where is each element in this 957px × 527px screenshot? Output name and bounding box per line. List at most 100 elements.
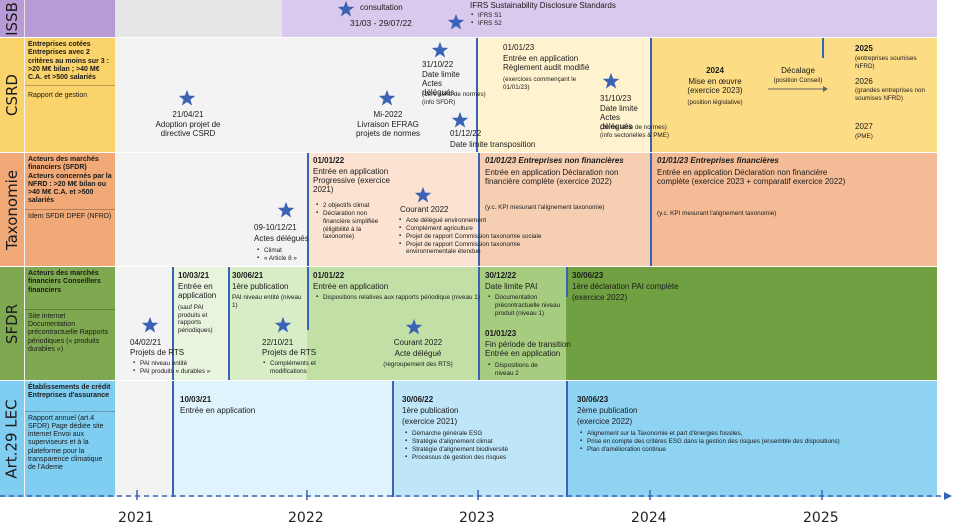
issb-consultation-label: consultation: [360, 3, 403, 12]
sfdr-pub1-date: 30/06/21: [232, 271, 264, 280]
list-item: Dispositions relatives aux rapports péri…: [315, 294, 480, 302]
list-item: Compléments et modifications: [262, 360, 322, 376]
timeline-marker: [307, 153, 309, 266]
axis-tick-label: 2025: [803, 510, 839, 526]
list-item: Stratégie d'alignement climat: [404, 438, 508, 446]
issb-standards-title: IFRS Sustainability Disclosure Standards: [470, 1, 616, 10]
taxo-period-2024: [650, 153, 937, 266]
axis-tick-label: 2024: [631, 510, 667, 526]
sfdr-app2-date: 01/01/22: [313, 271, 345, 280]
csrd-shift-note: (position Conseil): [773, 77, 823, 84]
lec-desc: Établissements de crédit Entreprises d'a…: [25, 381, 115, 497]
csrd-scope: Entreprises cotées Entreprises avec 2 cr…: [28, 41, 109, 81]
sfdr-act-title: Courant 2022: [393, 338, 443, 347]
taxo-report: Idem SFDR DPEF (NFRD): [28, 212, 112, 220]
lec-pub2-note: (exercice 2022): [577, 417, 633, 426]
axis-tick-label: 2023: [459, 510, 495, 526]
sfdr-pub1-text: 1ère publication: [232, 282, 289, 291]
csrd-deadline2-date: 31/10/23: [600, 94, 632, 103]
taxo-nonfin-text: Entrée en application Déclaration non fi…: [485, 168, 619, 187]
list-item: Déclaration non financière simplifiée (é…: [315, 210, 385, 241]
taxo-acts-date: 09-10/12/21: [254, 223, 297, 232]
timeline-marker: [566, 267, 568, 297]
csrd-label: CSRD: [0, 38, 24, 152]
lec-pub1-note: (exercice 2021): [402, 417, 458, 426]
csrd-report: Rapport de gestion: [28, 92, 88, 100]
star-icon: [414, 186, 432, 203]
issb-consultation-dates: 31/03 - 29/07/22: [350, 18, 412, 28]
taxo-scope: Acteurs des marchés financiers (SFDR) Ac…: [28, 156, 112, 205]
taxo-desc: Acteurs des marchés financiers (SFDR) Ac…: [25, 153, 115, 266]
csrd-app-note: (exercices commençant le 01/01/23): [503, 76, 577, 91]
issb-label: ISSB: [0, 0, 24, 37]
csrd-2026-note: (grandes entreprises non soumises NFRD): [855, 87, 926, 102]
csrd-period-2024: [650, 38, 937, 152]
csrd-deadline1-note: (1ère série de normes) (info SFDR): [422, 91, 486, 106]
csrd-2027-note: (PME): [855, 133, 873, 140]
csrd-2025-note: (entreprises soumises NFRD): [855, 55, 917, 70]
lec-report: Rapport annuel (art.4 SFDR) Page dédiée …: [28, 414, 104, 472]
timeline-marker: [478, 267, 480, 380]
timeline-marker: [172, 381, 174, 497]
sfdr-rts2-text: Projets de RTS: [262, 348, 317, 357]
sfdr-label: SFDR: [0, 267, 24, 380]
list-item: Climat: [256, 247, 297, 255]
star-icon: [602, 72, 620, 89]
taxo-label: Taxonomie: [0, 153, 24, 266]
sfdr-app1-note: (sauf PAI produits et rapports périodiqu…: [178, 304, 213, 334]
sfdr-act-text: Acte délégué: [394, 349, 442, 358]
csrd-deadline1-date: 31/10/22: [422, 60, 454, 69]
lec-pub1-text: 1ère publication: [402, 406, 459, 415]
timeline-marker: [228, 267, 230, 380]
lec-pub2-list: Alignement sur la Taxonomie et part d'én…: [579, 430, 840, 454]
timeline-marker: [650, 38, 652, 152]
taxo-fin-date: 01/01/23 Entreprises financières: [657, 156, 779, 165]
lec-app-text: Entrée en application: [180, 406, 256, 415]
star-icon: [451, 111, 469, 128]
taxo-acts-text: Actes délégués: [254, 234, 309, 243]
list-item: 2 objectifs climat: [315, 202, 385, 210]
list-item: PAI produits « durables »: [132, 368, 210, 376]
star-icon: [405, 318, 423, 335]
sfdr-pub1-note: PAI niveau entité (niveau 1): [232, 294, 302, 309]
time-axis: [0, 490, 952, 500]
csrd-app-date: 01/01/23: [503, 43, 535, 52]
timeline-marker: [307, 267, 309, 330]
timeline-marker: [172, 267, 174, 380]
issb-standards-list: IFRS S1 IFRS S2: [470, 12, 502, 28]
sfdr-pai-date: 30/12/22: [485, 271, 517, 280]
list-item: Stratégie d'alignement biodiversité: [404, 446, 508, 454]
taxo-prog-list: 2 objectifs climat Déclaration non finan…: [315, 202, 385, 241]
list-item: Dispositions de niveau 2: [487, 362, 557, 378]
sfdr-trans-date: 01/01/23: [485, 329, 517, 338]
timeline-marker: [478, 153, 480, 266]
timeline-marker: [650, 153, 652, 266]
csrd-2024-title: 2024: [706, 66, 724, 75]
sfdr-trans-text: Fin période de transition Entrée en appl…: [485, 340, 571, 359]
lec-scope: Établissements de crédit Entreprises d'a…: [28, 384, 111, 400]
taxo-nonfin-note: (y.c. KPI mesurant l'alignement taxonomi…: [485, 204, 605, 211]
sfdr-app1-date: 10/03/21: [178, 271, 210, 280]
sfdr-app1-text: Entrée en application: [178, 282, 217, 301]
csrd-period-2022: [476, 38, 650, 152]
taxo-fin-note: (y.c. KPI mesurant l'alignement taxonomi…: [657, 210, 777, 217]
list-item: Alignement sur la Taxonomie et part d'én…: [579, 430, 840, 438]
lec-label: Art.29 LEC: [0, 381, 24, 497]
lec-period-1: [172, 381, 392, 497]
issb-active-period: [282, 0, 937, 37]
star-icon: [447, 13, 465, 30]
csrd-transpo-text: Date limite transposition: [450, 140, 536, 149]
sfdr-trans-list: Dispositions de niveau 2: [487, 362, 557, 378]
csrd-2024-note: (position législative): [687, 99, 743, 106]
sfdr-act-note: (regroupement des RTS): [383, 361, 453, 368]
lec-app-date: 10/03/21: [180, 395, 212, 404]
sfdr-rts1-text: Projets de RTS: [130, 348, 185, 357]
list-item: Projet de rapport Commission taxonomie s…: [398, 233, 568, 241]
csrd-adoption-date: 21/04/21: [172, 110, 204, 119]
sfdr-report: Site internet Documentation précontractu…: [28, 312, 109, 353]
lec-pub2-date: 30/06/23: [577, 395, 609, 404]
timeline-marker: [476, 38, 478, 152]
sfdr-scope: Acteurs des marchés financiers Conseille…: [28, 270, 101, 294]
sfdr-pai-text: Date limite PAI: [485, 282, 538, 291]
csrd-efrag-date: Mi-2022: [373, 110, 403, 119]
